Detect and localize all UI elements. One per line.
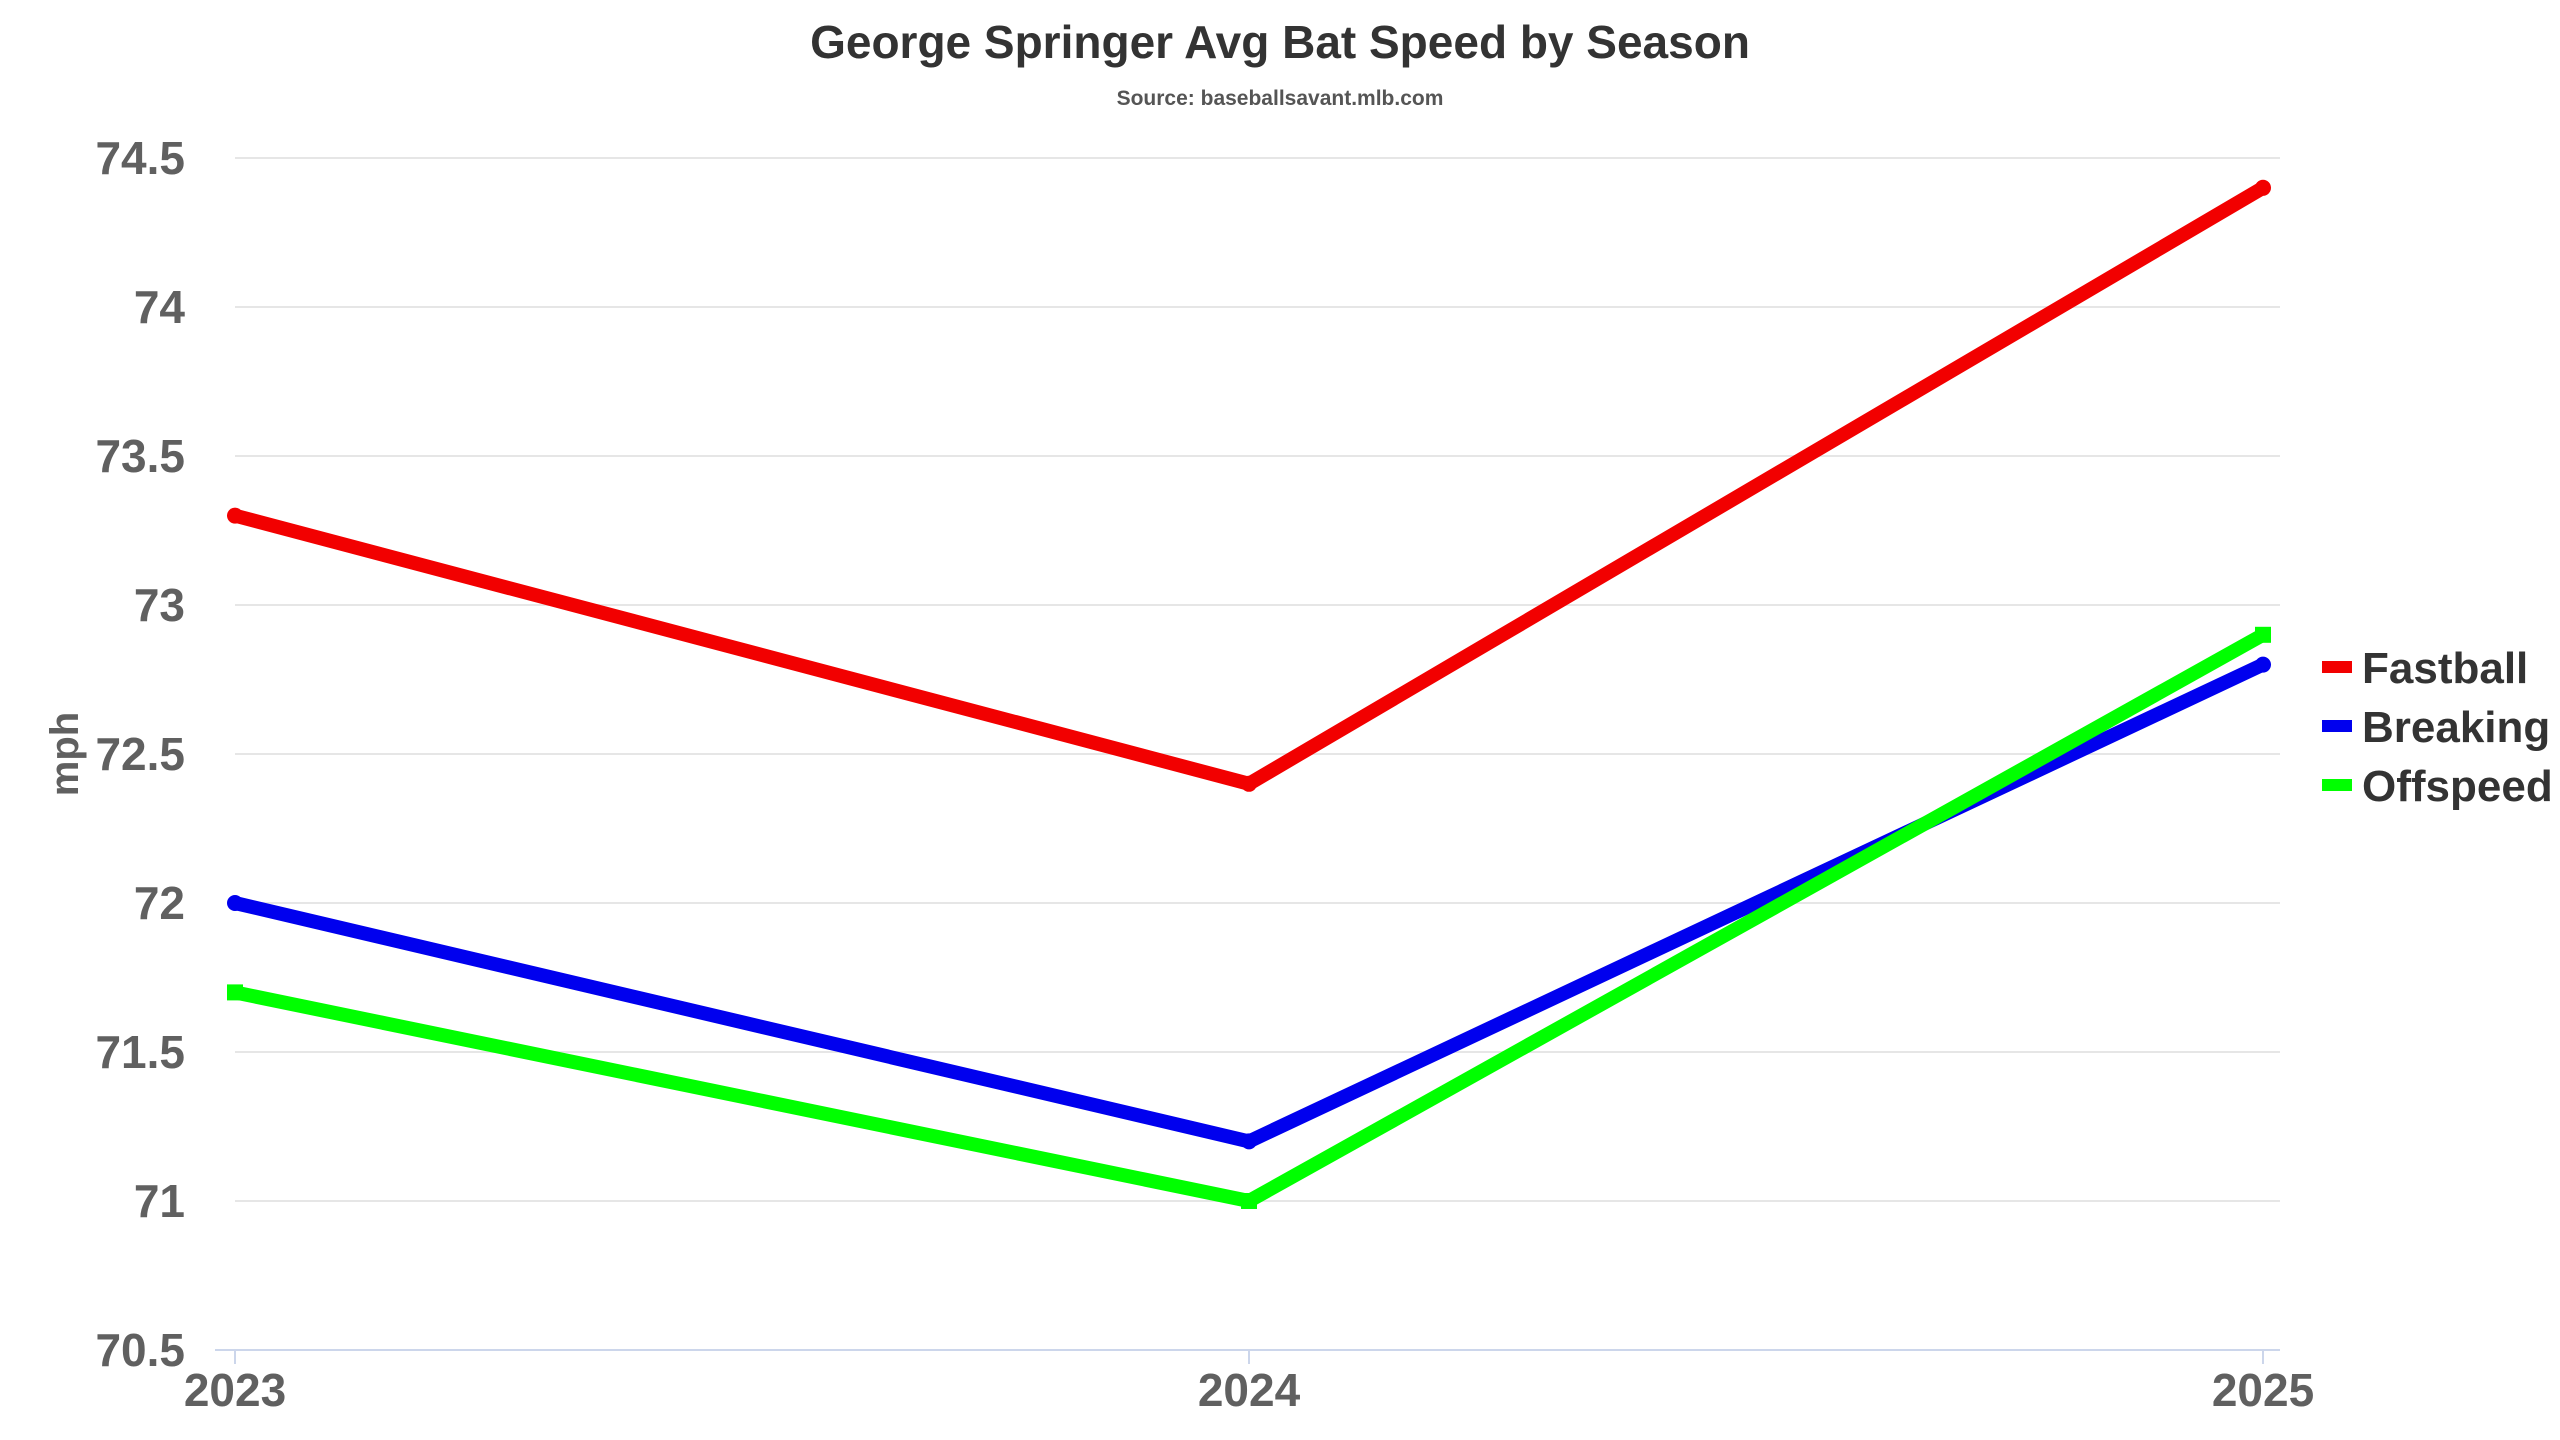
- x-tick-label: 2024: [1198, 1364, 1301, 1416]
- y-tick-label: 70.5: [95, 1324, 185, 1376]
- x-tick-label: 2025: [2212, 1364, 2314, 1416]
- data-point-offspeed[interactable]: [2255, 626, 2271, 643]
- data-point-fastball[interactable]: [227, 507, 243, 524]
- data-point-breaking[interactable]: [2255, 656, 2271, 673]
- chart-title: George Springer Avg Bat Speed by Season: [810, 16, 1750, 68]
- y-tick-label: 74: [134, 281, 186, 333]
- data-point-offspeed[interactable]: [227, 984, 243, 1001]
- y-tick-label: 73: [134, 579, 185, 631]
- data-point-breaking[interactable]: [227, 895, 243, 911]
- x-tick-label: 2023: [184, 1364, 286, 1416]
- y-tick-label: 72.5: [95, 728, 185, 780]
- legend-item-fastball[interactable]: Fastball: [2322, 644, 2528, 693]
- y-tick-label: 72: [134, 877, 185, 929]
- grid-lines: [235, 157, 2280, 1202]
- axes: 70.5 71 71.5 72 72.5 73 73.5 74 74.5 2023 2024 2025: [95, 132, 2314, 1416]
- legend-label: Offspeed: [2362, 762, 2553, 811]
- series-line-offspeed[interactable]: [228, 627, 2270, 1208]
- data-point-breaking[interactable]: [1241, 1133, 1257, 1150]
- data-point-fastball[interactable]: [1241, 775, 1257, 792]
- y-tick-label: 73.5: [95, 430, 185, 482]
- y-tick-label: 71.5: [95, 1026, 185, 1078]
- legend-label: Fastball: [2362, 644, 2528, 693]
- legend-item-breaking[interactable]: Breaking: [2322, 703, 2550, 752]
- y-tick-label: 74.5: [95, 132, 185, 184]
- legend-label: Breaking: [2362, 703, 2550, 752]
- chart-subtitle: Source: baseballsavant.mlb.com: [1117, 87, 1444, 110]
- series-layer: [227, 179, 2271, 1209]
- data-point-fastball[interactable]: [2255, 179, 2271, 196]
- series-line-fastball[interactable]: [228, 180, 2270, 791]
- legend-item-offspeed[interactable]: Offspeed: [2322, 762, 2553, 811]
- data-point-offspeed[interactable]: [1241, 1193, 1257, 1209]
- y-tick-label: 71: [134, 1175, 185, 1227]
- y-axis-title: mph: [43, 712, 87, 796]
- legend[interactable]: Fastball Breaking Offspeed: [2322, 644, 2553, 811]
